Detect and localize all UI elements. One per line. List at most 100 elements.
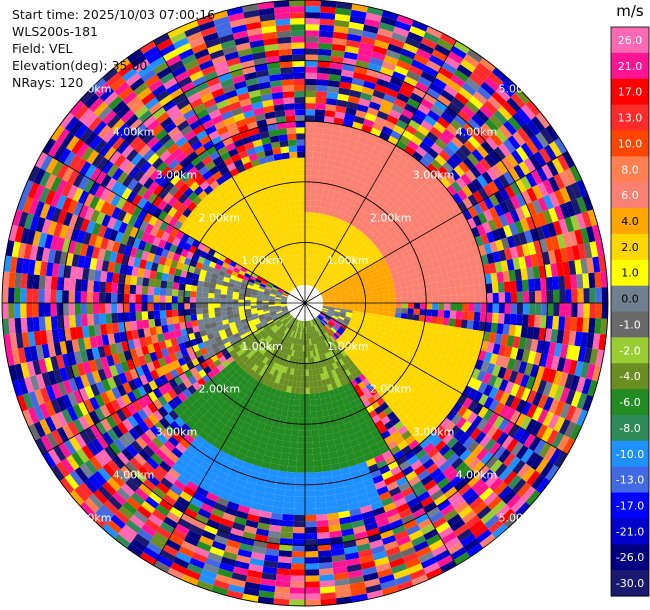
range-gate — [382, 333, 390, 340]
range-gate — [540, 277, 548, 291]
range-gate — [418, 354, 427, 364]
range-gate — [404, 37, 421, 49]
range-gate — [325, 202, 332, 210]
range-gate — [435, 346, 444, 356]
range-gate — [515, 280, 523, 292]
range-gate — [548, 192, 560, 208]
range-gate — [516, 463, 531, 479]
range-gate — [333, 310, 341, 315]
range-gate — [535, 477, 551, 494]
range-gate — [466, 320, 474, 330]
range-gate — [408, 331, 417, 339]
range-gate — [521, 104, 536, 120]
range-gate — [515, 399, 527, 414]
range-gate — [483, 438, 497, 452]
range-gate — [401, 165, 412, 176]
range-gate — [366, 249, 374, 257]
range-gate — [352, 272, 359, 279]
range-gate — [387, 513, 402, 524]
range-gate — [391, 256, 400, 264]
range-gate — [321, 265, 327, 272]
range-gate — [556, 262, 565, 277]
range-gate — [460, 231, 470, 243]
range-gate — [362, 318, 370, 324]
range-gate — [410, 414, 421, 425]
range-gate — [331, 172, 340, 181]
range-gate — [323, 283, 330, 289]
range-gate — [372, 360, 381, 368]
range-gate — [387, 425, 398, 436]
range-gate — [349, 197, 358, 206]
range-gate — [413, 211, 423, 222]
range-gate — [407, 563, 424, 575]
range-gate — [319, 12, 336, 20]
range-gate — [311, 163, 320, 171]
range-gate — [476, 144, 489, 159]
range-gate — [496, 271, 504, 283]
range-gate — [357, 330, 365, 337]
range-gate — [381, 99, 394, 110]
range-gate — [453, 523, 469, 537]
range-gate — [442, 448, 455, 461]
range-gate — [480, 451, 494, 466]
range-gate — [344, 329, 351, 336]
range-gate — [529, 364, 540, 378]
range-gate — [372, 121, 384, 132]
range-gate — [503, 170, 515, 185]
range-gate — [363, 315, 371, 321]
range-gate — [327, 310, 334, 314]
range-gate — [326, 261, 332, 268]
range-gate — [330, 283, 337, 288]
range-gate — [332, 362, 339, 370]
range-gate — [544, 264, 553, 278]
range-gate — [429, 236, 438, 247]
range-gate — [325, 104, 337, 112]
range-gate — [459, 144, 472, 158]
range-gate — [514, 501, 531, 518]
range-gate — [392, 145, 405, 156]
range-gate — [393, 124, 405, 136]
range-gate — [353, 305, 360, 309]
range-gate — [305, 84, 317, 92]
range-gate — [426, 296, 433, 303]
range-gate — [440, 89, 455, 102]
range-gate — [565, 246, 575, 262]
range-gate — [387, 460, 399, 471]
range-gate — [518, 256, 527, 269]
range-gate — [337, 174, 347, 182]
range-gate — [381, 348, 389, 356]
range-gate — [378, 104, 392, 115]
range-gate — [423, 342, 432, 351]
range-gate — [426, 405, 437, 417]
range-gate — [353, 300, 360, 303]
range-gate — [520, 415, 532, 431]
range-gate — [318, 231, 324, 239]
range-gate — [430, 489, 444, 502]
range-gate — [322, 252, 328, 259]
range-gate — [361, 150, 372, 160]
range-gate — [489, 477, 504, 492]
range-gate — [400, 313, 408, 320]
range-gate — [395, 307, 402, 314]
range-gate — [330, 318, 337, 323]
range-gate — [316, 85, 328, 93]
range-gate — [320, 146, 330, 154]
range-gate — [320, 201, 327, 209]
range-gate — [305, 206, 311, 213]
range-gate — [461, 311, 469, 321]
range-gate — [413, 394, 423, 405]
range-gate — [455, 286, 463, 296]
range-gate — [441, 374, 451, 385]
range-gate — [420, 334, 428, 343]
range-gate — [341, 300, 348, 303]
range-gate — [488, 262, 497, 274]
range-gate — [365, 326, 373, 333]
range-gate — [305, 121, 315, 128]
range-gate — [527, 241, 537, 256]
range-gate — [318, 342, 323, 350]
range-gate — [426, 375, 437, 386]
range-gate — [370, 127, 382, 137]
range-gate — [346, 170, 355, 179]
range-gate — [413, 201, 423, 212]
range-gate — [415, 433, 427, 445]
